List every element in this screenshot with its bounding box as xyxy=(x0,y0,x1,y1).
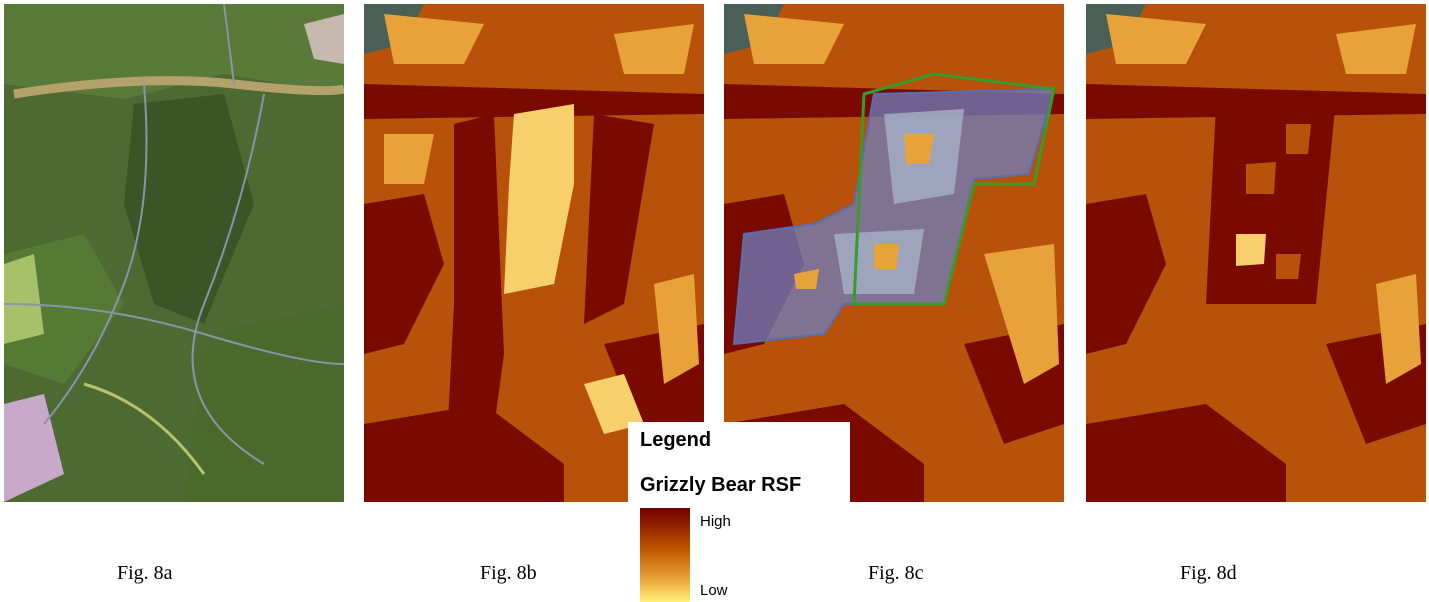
rsf-map-panel-c xyxy=(724,4,1064,502)
figure-caption-8d: Fig. 8d xyxy=(1180,562,1237,584)
rsf-map-panel-b xyxy=(364,4,704,502)
figure-caption-8c: Fig. 8c xyxy=(868,562,924,584)
map-legend: Legend Grizzly Bear RSF High Low xyxy=(628,422,850,602)
legend-low-label: Low xyxy=(700,582,728,599)
legend-layer-name: Grizzly Bear RSF xyxy=(640,474,802,496)
satellite-image-panel xyxy=(4,4,344,502)
legend-high-label: High xyxy=(700,513,731,530)
rsf-map-c xyxy=(724,4,1064,502)
rsf-map-b xyxy=(364,4,704,502)
figure-caption-8a: Fig. 8a xyxy=(117,562,173,584)
legend-color-ramp xyxy=(640,508,690,602)
rsf-map-panel-d xyxy=(1086,4,1426,502)
rsf-map-d xyxy=(1086,4,1426,502)
study-boundary xyxy=(852,72,1056,306)
satellite-image xyxy=(4,4,344,502)
figure-caption-8b: Fig. 8b xyxy=(480,562,537,584)
legend-title: Legend xyxy=(640,429,712,451)
